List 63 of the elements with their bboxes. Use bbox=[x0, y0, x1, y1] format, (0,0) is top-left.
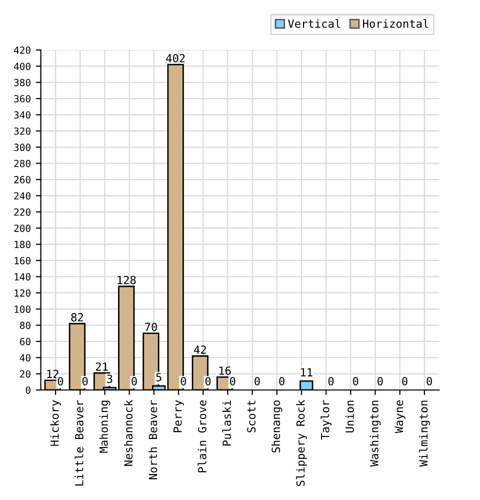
x-tick-label: Washington bbox=[370, 400, 381, 467]
x-tick-label: North Beaver bbox=[148, 400, 158, 480]
y-tick-label: 180 bbox=[14, 240, 30, 248]
data-label: 42 bbox=[194, 345, 206, 354]
y-tick-label: 320 bbox=[14, 127, 30, 135]
y-tick-label: 80 bbox=[20, 322, 30, 330]
y-tick-label: 420 bbox=[14, 46, 30, 54]
data-label: 21 bbox=[96, 362, 108, 371]
data-label: 0 bbox=[230, 377, 236, 386]
x-tick-label: Neshannock bbox=[124, 400, 133, 466]
data-label: 82 bbox=[71, 313, 83, 322]
x-tick-label: Pulaski bbox=[222, 400, 231, 446]
y-tick-label: 160 bbox=[14, 256, 30, 264]
x-tick-label: Scott bbox=[247, 400, 256, 432]
data-label: 0 bbox=[132, 377, 137, 386]
x-tick-label: Plain Grove bbox=[198, 400, 206, 472]
y-tick-label: 100 bbox=[14, 306, 30, 313]
data-label: 0 bbox=[279, 377, 284, 386]
data-label: 5 bbox=[156, 373, 162, 382]
x-tick-label: Shenango bbox=[271, 400, 282, 452]
y-tick-label: 340 bbox=[14, 111, 30, 119]
x-tick-label: Wayne bbox=[394, 400, 406, 434]
data-label: 0 bbox=[205, 377, 211, 386]
x-tick-label: Little Beaver bbox=[74, 400, 84, 486]
y-tick-label: 20 bbox=[20, 370, 30, 378]
data-label: 0 bbox=[58, 377, 64, 386]
data-label: 11 bbox=[301, 368, 312, 376]
y-tick-label: 400 bbox=[14, 62, 30, 70]
x-tick-label: Slippery Rock bbox=[296, 400, 307, 486]
y-tick-label: 140 bbox=[14, 273, 30, 281]
x-tick-label: Perry bbox=[174, 400, 184, 432]
legend-label: Vertical bbox=[288, 19, 340, 28]
x-tick-label: Wilmington bbox=[419, 400, 430, 467]
y-tick-label: 240 bbox=[14, 192, 30, 200]
data-label: 16 bbox=[219, 366, 231, 375]
data-label: 70 bbox=[145, 322, 157, 332]
data-label: 0 bbox=[426, 377, 432, 386]
y-tick-label: 380 bbox=[14, 78, 30, 86]
y-tick-label: 200 bbox=[14, 224, 30, 232]
data-label: 0 bbox=[82, 377, 88, 386]
data-label: 0 bbox=[254, 377, 260, 386]
data-label: 0 bbox=[402, 377, 408, 386]
y-tick-label: 120 bbox=[14, 289, 30, 297]
data-label: 3 bbox=[107, 374, 112, 383]
x-tick-label: Hickory bbox=[50, 400, 61, 446]
data-label: 0 bbox=[328, 377, 334, 386]
y-tick-label: 300 bbox=[14, 144, 30, 151]
y-tick-label: 60 bbox=[20, 338, 30, 346]
y-tick-label: 280 bbox=[14, 160, 30, 168]
y-tick-label: 220 bbox=[14, 208, 30, 216]
legend-label: Horizontal bbox=[363, 19, 428, 28]
y-tick-label: 0 bbox=[26, 386, 30, 394]
data-label: 0 bbox=[378, 377, 383, 386]
x-tick-label: Union bbox=[345, 400, 354, 432]
data-label: 0 bbox=[180, 377, 186, 386]
data-label: 0 bbox=[352, 377, 358, 386]
x-tick-label: Mahoning bbox=[99, 400, 110, 453]
x-tick-label: Taylor bbox=[320, 400, 332, 440]
y-tick-label: 40 bbox=[20, 354, 30, 362]
y-tick-label: 260 bbox=[14, 176, 30, 184]
data-label: 128 bbox=[118, 276, 136, 284]
y-tick-label: 360 bbox=[14, 95, 30, 102]
data-label: 402 bbox=[166, 54, 185, 62]
